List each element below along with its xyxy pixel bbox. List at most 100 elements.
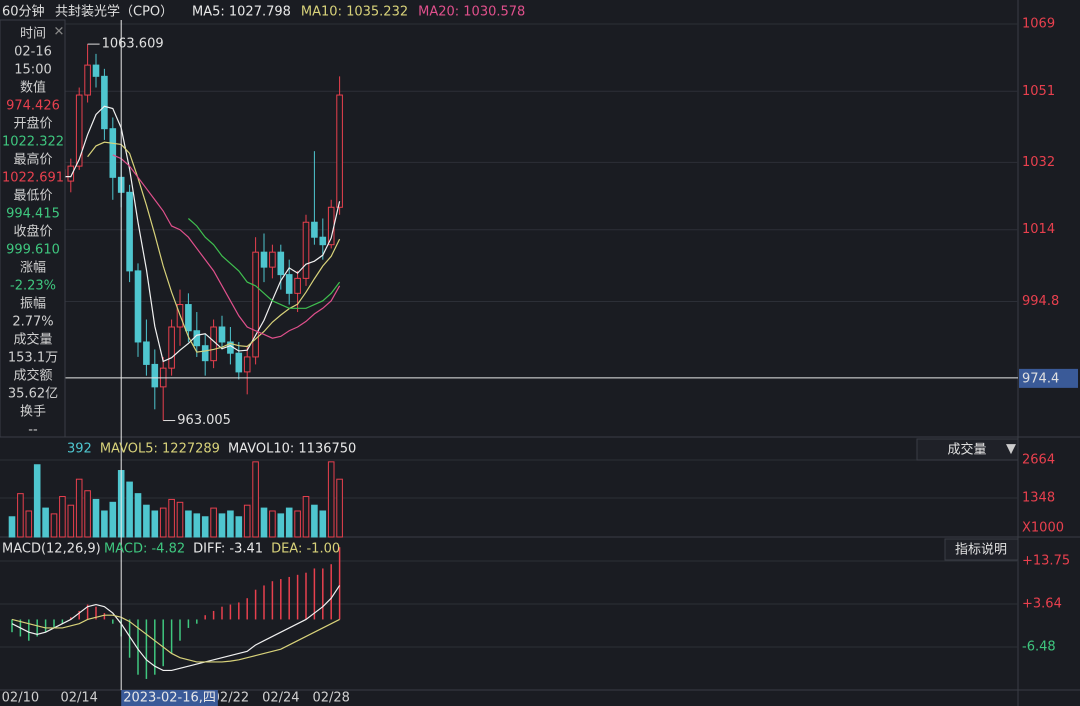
volume-bar xyxy=(75,478,83,538)
candle-body xyxy=(84,64,91,96)
info-item: 开盘价 xyxy=(13,116,52,132)
ma-indicator: MA20: 1030.578 xyxy=(418,5,525,20)
x-tick-label: 02/24 xyxy=(262,691,299,706)
candle-body xyxy=(235,352,243,373)
info-item: 成交额 xyxy=(13,368,52,384)
candle-body xyxy=(243,356,251,373)
indicator-text: 392 xyxy=(67,442,92,457)
indicator-text: MACD: -4.82 xyxy=(104,542,185,557)
candle-body xyxy=(260,251,268,268)
info-item: 收盘价 xyxy=(13,224,52,240)
volume-bar xyxy=(67,504,75,538)
volume-bar xyxy=(285,507,293,538)
indicator-line xyxy=(87,141,341,353)
y-tick-label: 994.8 xyxy=(1022,294,1059,309)
overlay: ✕ 60分钟 共封装光学（CPO） 成交量 ▼ 指标说明 X1000 MACD(… xyxy=(0,4,1078,706)
volume-bar xyxy=(109,501,117,538)
volume-bar xyxy=(235,516,243,538)
macd-title: MACD(12,26,9) xyxy=(2,542,101,557)
indicator-dropdown[interactable] xyxy=(916,438,1019,461)
volume-bar xyxy=(126,481,133,538)
candle-body xyxy=(210,326,217,362)
info-item: 最低价 xyxy=(13,189,52,204)
y-tick-label: 1348 xyxy=(1022,491,1055,506)
close-icon[interactable]: ✕ xyxy=(54,25,65,40)
volume-bar xyxy=(17,493,24,538)
price-tag-label: 974.4 xyxy=(1022,371,1059,386)
y-tick-label: -6.48 xyxy=(1022,639,1056,654)
y-tick-label: 1069 xyxy=(1022,16,1055,31)
dropdown-arrow[interactable]: ▼ xyxy=(1006,442,1016,457)
volume-bar xyxy=(176,501,184,538)
cursor-tag xyxy=(121,690,218,706)
volume-bar xyxy=(151,510,159,538)
info-item: 成交量 xyxy=(13,332,52,348)
dropdown-label[interactable]: 成交量 xyxy=(947,442,986,458)
volume-bar xyxy=(252,461,259,538)
volume-bar xyxy=(269,510,276,538)
price-tag xyxy=(1019,368,1078,388)
y-tick-label: 1014 xyxy=(1022,222,1055,237)
ma-indicator: MA10: 1035.232 xyxy=(301,5,408,20)
x-tick-label: 02/22 xyxy=(212,691,249,706)
info-item: -- xyxy=(28,423,38,438)
y-tick-label: 1032 xyxy=(1022,155,1055,170)
candle-body xyxy=(302,221,310,279)
candle-body xyxy=(143,341,150,365)
volume-bar xyxy=(168,498,175,538)
indicator-text: DIFF: -3.41 xyxy=(193,542,263,557)
annotation: 1063.609 xyxy=(102,37,164,52)
candle-body xyxy=(311,221,318,238)
candle-body xyxy=(185,304,192,332)
y-tick-label: +3.64 xyxy=(1022,596,1062,611)
info-item: 153.1万 xyxy=(8,351,58,366)
volume-bar xyxy=(8,516,16,538)
volume-bar xyxy=(84,490,91,538)
info-item: 振幅 xyxy=(20,297,46,312)
help-button[interactable] xyxy=(944,538,1019,561)
annotation: 963.005 xyxy=(177,413,231,428)
volume-bar xyxy=(159,507,167,538)
candle-body xyxy=(168,326,175,369)
indicator-line xyxy=(11,614,340,663)
candle-body xyxy=(101,75,108,130)
volume-bar xyxy=(134,493,142,538)
indicator-text: MAVOL5: 1227289 xyxy=(100,442,220,457)
candle-body xyxy=(269,251,276,268)
indicator-text: MAVOL10: 1136750 xyxy=(228,442,356,457)
volume-bar xyxy=(227,510,234,538)
indicator-line xyxy=(188,218,341,309)
info-item: 1022.322 xyxy=(2,135,64,150)
volume-bar xyxy=(101,510,108,538)
candle-body xyxy=(75,94,83,167)
volume-unit: X1000 xyxy=(1022,521,1064,536)
plot-area: 1063.609 963.005 xyxy=(0,20,1018,690)
info-item: 999.610 xyxy=(6,243,60,258)
cursor-label: 2023-02-16,四 xyxy=(123,691,216,706)
volume-bar xyxy=(294,510,301,538)
x-tick-label: 02/10 xyxy=(2,691,39,706)
volume-bar xyxy=(143,504,150,538)
info-item: 35.62亿 xyxy=(8,387,58,402)
volume-bar xyxy=(319,510,327,538)
info-item: 数值 xyxy=(20,80,46,96)
x-tick-label: 02/14 xyxy=(60,691,97,706)
help-button-label[interactable]: 指标说明 xyxy=(955,543,1007,558)
volume-bar xyxy=(311,504,318,538)
candle-body xyxy=(67,165,75,182)
period[interactable]: 60分钟 xyxy=(2,4,45,20)
info-item: 974.426 xyxy=(6,99,60,114)
ma-indicator: MA5: 1027.798 xyxy=(192,5,291,20)
y-tick-label: +13.75 xyxy=(1022,554,1070,569)
y-tick-label: 2664 xyxy=(1022,453,1055,468)
volume-bar xyxy=(210,507,217,538)
candle-body xyxy=(294,277,301,294)
volume-bar xyxy=(50,513,58,538)
candle-body xyxy=(134,270,142,343)
volume-bar xyxy=(336,478,343,538)
y-tick-label: 1051 xyxy=(1022,84,1055,99)
volume-bar xyxy=(92,498,100,538)
volume-bar xyxy=(218,513,226,538)
